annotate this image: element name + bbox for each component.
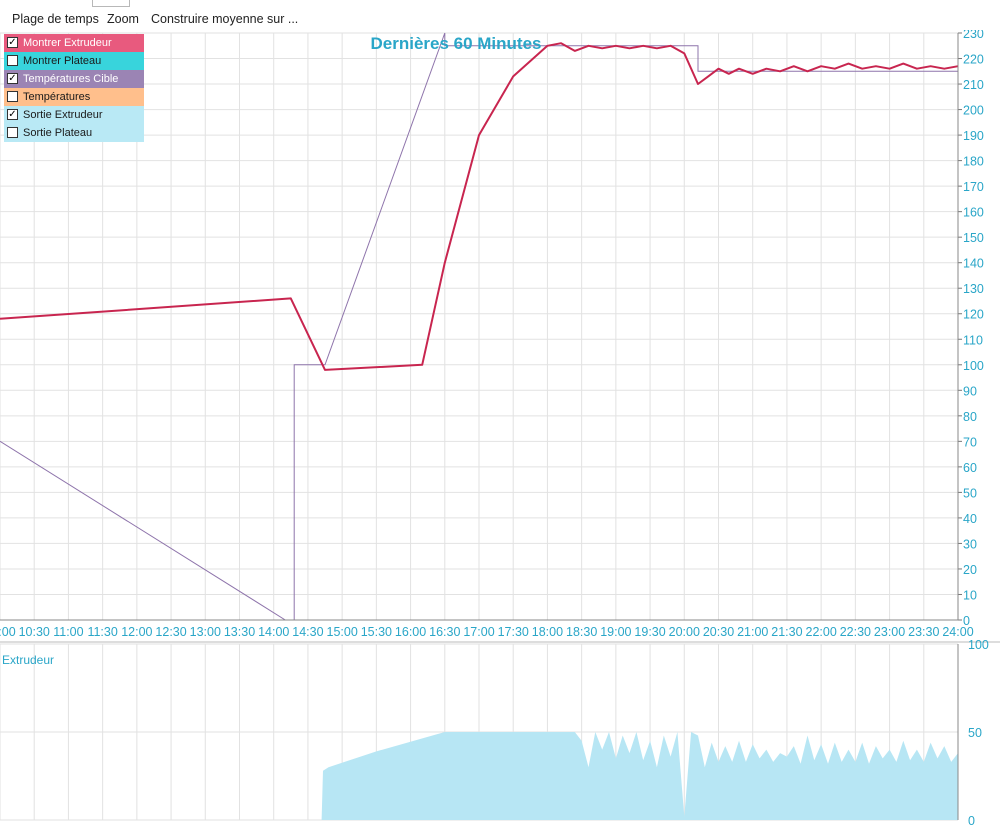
chart-title: Dernières 60 Minutes xyxy=(370,34,541,53)
x-tick-label: 16:00 xyxy=(395,625,426,639)
y-tick-label: 50 xyxy=(963,486,977,500)
extruder-output-area xyxy=(0,732,958,820)
axes-layer xyxy=(0,32,1000,820)
x-tick-label: 11:00 xyxy=(53,625,83,639)
x-tick-label: 21:30 xyxy=(771,625,802,639)
y-tick-label: 0 xyxy=(963,614,970,628)
x-tick-label: 17:30 xyxy=(498,625,529,639)
y-tick-label: 160 xyxy=(963,206,984,220)
tab-edge xyxy=(92,0,130,7)
legend-checkbox[interactable] xyxy=(7,91,18,102)
x-tick-label: 17:00 xyxy=(463,625,494,639)
legend-item[interactable]: ✓ Sortie Extrudeur xyxy=(4,106,144,124)
x-tick-label: 11:30 xyxy=(87,625,117,639)
legend-checkbox[interactable] xyxy=(7,55,18,66)
menu-build-average[interactable]: Construire moyenne sur ... xyxy=(151,12,299,26)
extruder-temperature-line xyxy=(0,42,959,371)
y-tick-label: 220 xyxy=(963,53,984,67)
chart-legend: ✓ Montrer Extrudeur Montrer Plateau ✓ Tempér… xyxy=(4,34,144,142)
legend-label: Températures xyxy=(23,91,91,103)
x-tick-label: 10:00 xyxy=(0,625,16,639)
legend-label: Montrer Extrudeur xyxy=(23,37,112,49)
menu-bar: Plage de temps Zoom Construire moyenne s… xyxy=(0,0,1000,30)
x-tick-label: 20:30 xyxy=(703,625,734,639)
x-tick-label: 20:00 xyxy=(669,625,700,639)
x-tick-label: 15:30 xyxy=(361,625,392,639)
y-tick-label: 230 xyxy=(963,30,984,41)
y-tick-label: 130 xyxy=(963,282,984,296)
y-tick-label-bottom: 50 xyxy=(968,726,982,740)
x-tick-label: 19:00 xyxy=(600,625,631,639)
legend-checkbox[interactable]: ✓ xyxy=(7,73,18,84)
x-tick-label: 22:30 xyxy=(840,625,871,639)
legend-checkbox[interactable]: ✓ xyxy=(7,109,18,120)
y-tick-label-bottom: 100 xyxy=(968,638,989,652)
legend-checkbox[interactable] xyxy=(7,127,18,138)
x-tick-label: 19:30 xyxy=(634,625,665,639)
x-tick-label: 18:30 xyxy=(566,625,597,639)
legend-item[interactable]: ✓ Montrer Extrudeur xyxy=(4,34,144,52)
x-tick-label: 22:00 xyxy=(806,625,837,639)
x-tick-label: 18:00 xyxy=(532,625,563,639)
y-tick-label: 150 xyxy=(963,231,984,245)
y-tick-label-bottom: 0 xyxy=(968,814,975,828)
y-tick-label: 40 xyxy=(963,512,977,526)
top-chart-grid xyxy=(0,32,959,621)
x-tick-label: 14:30 xyxy=(292,625,323,639)
x-tick-label: 23:00 xyxy=(874,625,905,639)
x-tick-label: 14:00 xyxy=(258,625,289,639)
x-tick-label: 15:00 xyxy=(327,625,358,639)
x-tick-label: 12:30 xyxy=(155,625,186,639)
legend-item[interactable]: Températures xyxy=(4,88,144,106)
x-tick-label: 24:00 xyxy=(942,625,973,639)
y-tick-label: 190 xyxy=(963,129,984,143)
y-tick-label: 170 xyxy=(963,180,984,194)
y-tick-label: 30 xyxy=(963,537,977,551)
y-tick-label: 100 xyxy=(963,359,984,373)
x-tick-label: 13:00 xyxy=(190,625,221,639)
output-area-layer xyxy=(0,732,958,820)
menu-zoom[interactable]: Zoom xyxy=(107,12,139,26)
y-tick-label: 120 xyxy=(963,308,984,322)
legend-label: Températures Cible xyxy=(23,73,119,85)
y-tick-label: 90 xyxy=(963,384,977,398)
x-tick-label: 23:30 xyxy=(908,625,939,639)
y-tick-label: 60 xyxy=(963,461,977,475)
y-tick-label: 210 xyxy=(963,78,984,92)
legend-checkbox[interactable]: ✓ xyxy=(7,37,18,48)
x-tick-label: 21:00 xyxy=(737,625,768,639)
y-tick-label: 20 xyxy=(963,563,977,577)
x-tick-label: 13:30 xyxy=(224,625,255,639)
y-tick-label: 80 xyxy=(963,410,977,424)
y-tick-label: 180 xyxy=(963,155,984,169)
legend-label: Montrer Plateau xyxy=(23,55,102,67)
legend-item[interactable]: Sortie Plateau xyxy=(4,124,144,142)
y-tick-label: 10 xyxy=(963,588,977,602)
x-tick-label: 12:00 xyxy=(121,625,152,639)
legend-item[interactable]: Montrer Plateau xyxy=(4,52,144,70)
y-tick-label: 110 xyxy=(963,333,983,347)
x-tick-label: 10:30 xyxy=(19,625,50,639)
y-tick-label: 140 xyxy=(963,257,984,271)
menu-time-range[interactable]: Plage de temps xyxy=(12,12,99,26)
x-tick-label: 16:30 xyxy=(429,625,460,639)
output-chart-title: Extrudeur xyxy=(2,653,54,667)
y-tick-label: 70 xyxy=(963,435,977,449)
y-tick-label: 200 xyxy=(963,104,984,118)
legend-label: Sortie Plateau xyxy=(23,127,93,139)
legend-label: Sortie Extrudeur xyxy=(23,109,103,121)
legend-item[interactable]: ✓ Températures Cible xyxy=(4,70,144,88)
